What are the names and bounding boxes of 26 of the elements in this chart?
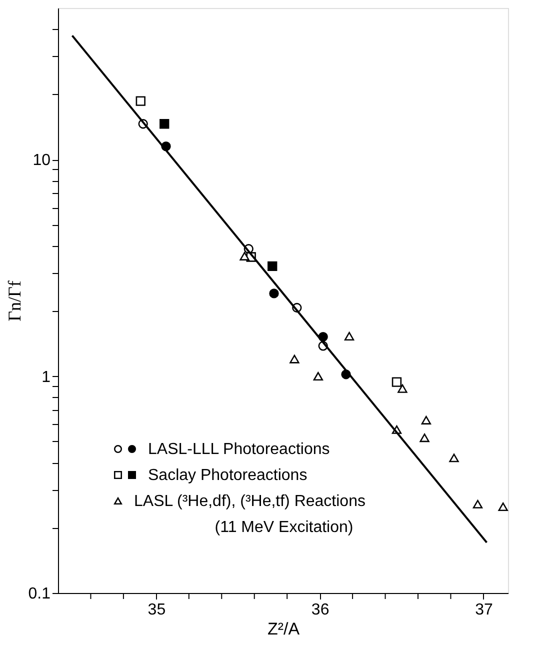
point — [313, 372, 324, 381]
point — [472, 500, 483, 508]
point — [398, 384, 408, 393]
point — [240, 252, 250, 260]
x-axis-title: Z²/A — [267, 620, 300, 638]
x-tick-label: 36 — [311, 602, 330, 618]
y-tick-label: 1 — [42, 368, 51, 386]
point — [290, 354, 300, 364]
point — [392, 377, 402, 387]
y-axis-title: Γn/Γf — [4, 280, 24, 322]
legend-label: LASL-LLL Photoreactions — [148, 441, 330, 458]
legend-label: LASL (³He,df), (³He,tf) Reactions (11 MeV Excitation) — [134, 493, 366, 536]
point — [498, 502, 508, 512]
point — [344, 332, 354, 340]
point — [421, 416, 432, 424]
point — [269, 288, 279, 298]
point — [420, 434, 430, 442]
y-tick-label: 0.1 — [28, 586, 51, 602]
point — [136, 96, 146, 106]
point — [160, 119, 170, 129]
x-tick-label: 37 — [475, 602, 493, 618]
y-tick-label: 10 — [32, 152, 51, 169]
x-tick-label: 35 — [148, 602, 166, 618]
legend-label: Saclay Photoreactions — [148, 467, 308, 484]
point — [449, 454, 459, 462]
point — [268, 261, 278, 272]
